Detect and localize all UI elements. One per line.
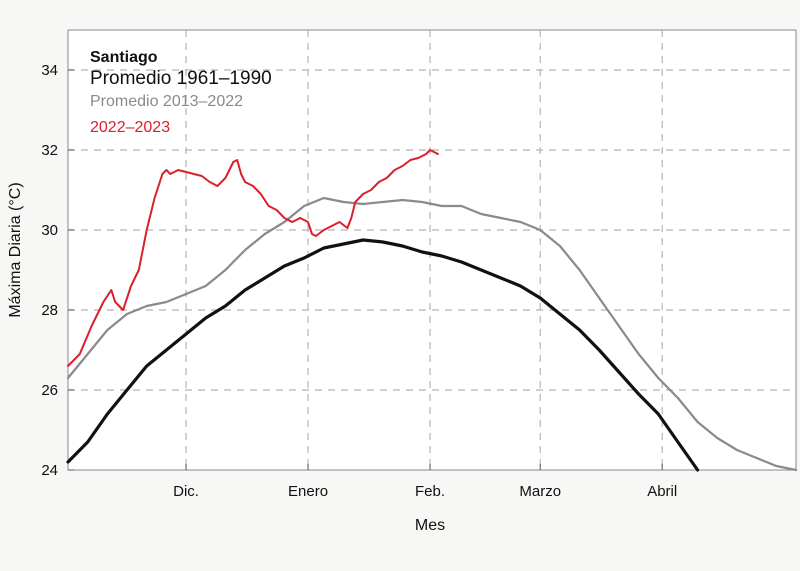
grid-lines bbox=[68, 30, 796, 470]
y-axis-ticks: 24 26 28 30 32 34 bbox=[41, 62, 74, 479]
y-tick-label: 26 bbox=[41, 382, 58, 399]
x-tick-label: Enero bbox=[288, 483, 328, 500]
x-tick-label: Abril bbox=[647, 483, 677, 500]
x-tick-label: Dic. bbox=[173, 483, 199, 500]
y-tick-label: 28 bbox=[41, 302, 58, 319]
series-line bbox=[66, 238, 700, 472]
x-axis-ticks: Dic. Enero Feb. Marzo Abril bbox=[173, 464, 677, 500]
x-tick-label: Feb. bbox=[415, 483, 445, 500]
legend-entry: 2022–2023 bbox=[90, 119, 170, 136]
y-tick-label: 34 bbox=[41, 62, 58, 79]
y-tick-label: 30 bbox=[41, 222, 58, 239]
series-line bbox=[67, 149, 439, 367]
y-tick-label: 24 bbox=[41, 462, 58, 479]
legend-title: Santiago bbox=[90, 49, 158, 66]
x-tick-label: Marzo bbox=[519, 483, 561, 500]
legend-entry: Promedio 2013–2022 bbox=[90, 93, 243, 110]
legend: Santiago Promedio 1961–1990 Promedio 2013–… bbox=[90, 49, 272, 136]
plot-background bbox=[67, 29, 797, 471]
series-line bbox=[66, 196, 798, 472]
legend-entry: Promedio 1961–1990 bbox=[90, 68, 272, 89]
y-tick-label: 32 bbox=[41, 142, 58, 159]
x-axis-title: Mes bbox=[415, 517, 445, 534]
data-series bbox=[66, 149, 798, 472]
y-axis-title: Máxima Diaria (°C) bbox=[7, 182, 24, 317]
